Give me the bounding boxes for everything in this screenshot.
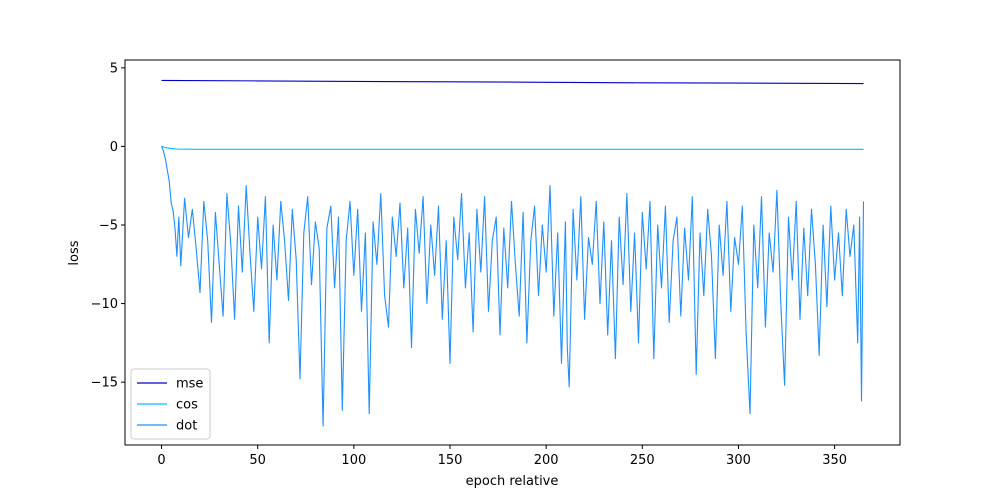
- legend: mse cos dot: [130, 368, 211, 440]
- x-axis-ticks: 0 50 100 150 200 250 300 350: [157, 445, 847, 468]
- y-tick-label: −10: [91, 297, 118, 312]
- x-tick-label: 350: [822, 453, 847, 468]
- legend-frame: [130, 368, 211, 440]
- x-tick-label: 50: [249, 453, 266, 468]
- series-line-dot: [160, 146, 865, 427]
- x-axis-label: epoch relative: [466, 474, 559, 489]
- x-tick-label: 250: [630, 453, 655, 468]
- y-tick-label: −15: [91, 376, 118, 391]
- x-tick-label: 100: [341, 453, 366, 468]
- series-layer: [160, 79, 865, 427]
- y-tick-label: 0: [110, 140, 118, 155]
- legend-label-cos: cos: [176, 398, 198, 413]
- y-axis-ticks: 5 0 −5 −10 −15: [91, 61, 125, 391]
- y-tick-label: −5: [99, 219, 118, 234]
- y-tick-label: 5: [110, 61, 118, 76]
- series-line-cos: [161, 145, 864, 150]
- y-axis-label: loss: [67, 240, 82, 265]
- x-tick-label: 0: [157, 453, 165, 468]
- x-tick-label: 300: [726, 453, 751, 468]
- x-tick-label: 200: [534, 453, 559, 468]
- x-tick-label: 150: [438, 453, 463, 468]
- legend-label-mse: mse: [176, 377, 203, 392]
- legend-label-dot: dot: [176, 419, 197, 434]
- series-line-mse: [161, 79, 864, 85]
- plot-frame: [124, 59, 901, 446]
